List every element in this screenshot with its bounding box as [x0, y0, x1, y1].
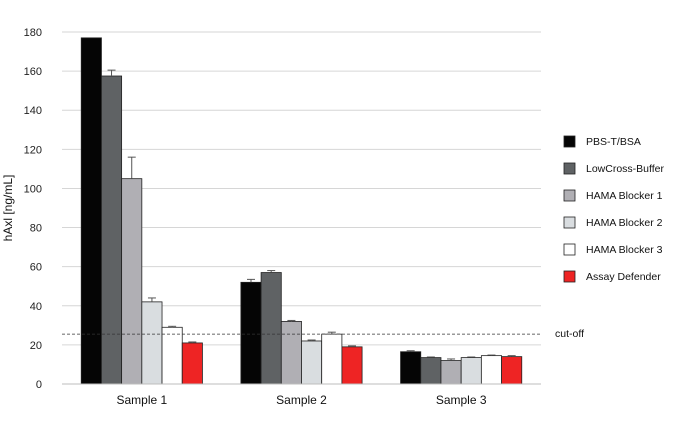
legend-swatch-hama-blocker-1 — [563, 189, 576, 202]
bars — [80, 37, 523, 385]
y-tick-label-180: 180 — [24, 27, 42, 39]
bar-hama-blocker-3-sample-1 — [161, 326, 183, 385]
legend-swatch-hama-blocker-3 — [563, 243, 576, 256]
legend-label-assay-defender: Assay Defender — [586, 271, 661, 283]
x-axis-categories: Sample 1 Sample 2 Sample 3 — [116, 393, 486, 407]
y-tick-label-40: 40 — [30, 301, 42, 313]
legend-label-pbs-t-bsa: PBS-T/BSA — [586, 136, 641, 148]
bar-hama-blocker-3-sample-3 — [480, 355, 502, 385]
legend-label-lowcross-buffer: LowCross-Buffer — [586, 163, 665, 175]
x-category-label-3: Sample 3 — [436, 393, 487, 407]
bar-hama-blocker-1-sample-1 — [121, 178, 143, 385]
y-tick-label-160: 160 — [24, 66, 42, 78]
y-tick-label-120: 120 — [24, 144, 42, 156]
x-category-label-2: Sample 2 — [276, 393, 327, 407]
x-category-label-1: Sample 1 — [116, 393, 167, 407]
bar-assay-defender-sample-2 — [341, 346, 363, 385]
legend-label-hama-blocker-2: HAMA Blocker 2 — [586, 217, 663, 229]
y-tick-label-100: 100 — [24, 183, 42, 195]
bar-hama-blocker-1-sample-2 — [280, 321, 302, 385]
bar-assay-defender-sample-3 — [501, 356, 523, 385]
y-axis-ticks: 0 20 40 60 80 100 120 140 160 180 — [24, 27, 42, 391]
legend-label-hama-blocker-1: HAMA Blocker 1 — [586, 190, 663, 202]
bar-hama-blocker-3-sample-2 — [321, 333, 343, 385]
bar-lowcross-buffer-sample-1 — [101, 75, 123, 385]
y-axis-label: hAxl [ng/mL] — [1, 175, 15, 242]
bar-hama-blocker-1-sample-3 — [440, 360, 462, 385]
y-tick-label-0: 0 — [36, 379, 42, 391]
legend-swatch-pbs-t-bsa — [563, 135, 576, 148]
legend: PBS-T/BSA LowCross-Buffer HAMA Blocker 1 HA… — [563, 135, 665, 283]
legend-label-hama-blocker-3: HAMA Blocker 3 — [586, 244, 663, 256]
bar-hama-blocker-2-sample-3 — [460, 357, 482, 385]
legend-swatch-hama-blocker-2 — [563, 216, 576, 229]
y-tick-label-60: 60 — [30, 262, 42, 274]
bar-hama-blocker-2-sample-2 — [301, 340, 323, 385]
bar-pbs-t-bsa-sample-3 — [400, 351, 422, 385]
bar-hama-blocker-2-sample-1 — [141, 301, 163, 385]
legend-swatch-assay-defender — [563, 270, 576, 283]
bar-pbs-t-bsa-sample-1 — [80, 37, 102, 385]
bar-lowcross-buffer-sample-2 — [260, 272, 282, 385]
bar-assay-defender-sample-1 — [181, 342, 203, 385]
legend-swatch-lowcross-buffer — [563, 162, 576, 175]
bar-lowcross-buffer-sample-3 — [420, 357, 442, 385]
cut-off-label: cut-off — [555, 328, 584, 340]
y-tick-label-140: 140 — [24, 105, 42, 117]
bar-pbs-t-bsa-sample-2 — [240, 281, 262, 385]
y-tick-label-20: 20 — [30, 340, 42, 352]
y-tick-label-80: 80 — [30, 223, 42, 235]
